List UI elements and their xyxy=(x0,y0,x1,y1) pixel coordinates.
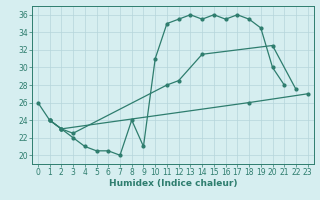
X-axis label: Humidex (Indice chaleur): Humidex (Indice chaleur) xyxy=(108,179,237,188)
